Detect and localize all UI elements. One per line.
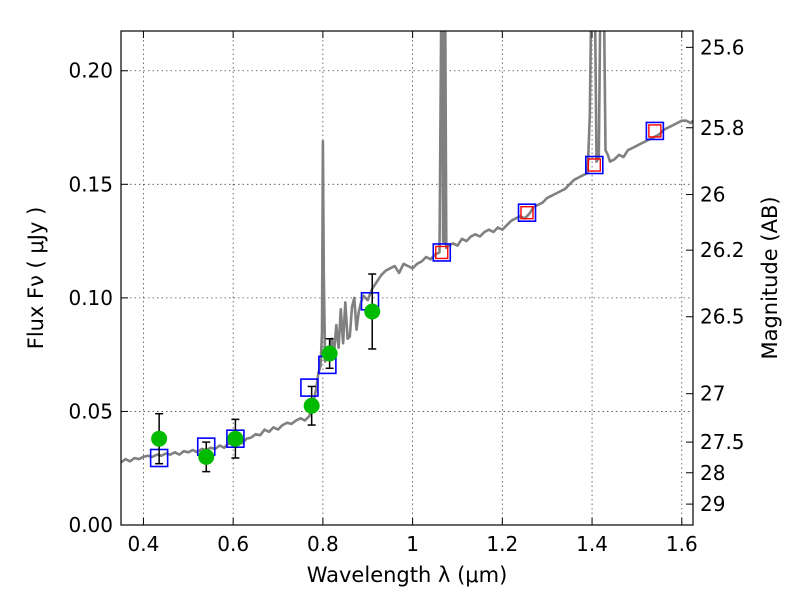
x-tick-label: 0.4 xyxy=(128,532,160,556)
x-tick-label: 1.2 xyxy=(486,532,518,556)
right-tick-label: 25.6 xyxy=(700,35,745,59)
model-photometry-point xyxy=(585,155,604,175)
model-photometry-ir-point xyxy=(587,158,602,172)
plot-frame xyxy=(120,30,694,526)
model-photometry-ir-point xyxy=(648,124,662,138)
observed-flux-point xyxy=(303,397,320,414)
observed-flux-point xyxy=(227,430,244,447)
right-tick-label: 25.8 xyxy=(700,116,745,140)
model-photometry-point xyxy=(300,378,319,397)
right-axis-label: Magnitude (AB) xyxy=(758,196,782,359)
right-tick-label: 26.2 xyxy=(700,238,745,262)
y-tick-label: 0.00 xyxy=(68,513,113,537)
right-tick-label: 27.5 xyxy=(700,430,745,454)
model-sed-line xyxy=(121,31,693,464)
y-tick-label: 0.10 xyxy=(68,286,113,310)
x-axis-label: Wavelength λ (μm) xyxy=(307,563,508,587)
observed-flux-point xyxy=(321,345,338,362)
y-tick-label: 0.15 xyxy=(68,172,113,196)
right-tick-label: 26 xyxy=(700,183,725,207)
model-photometry-point xyxy=(432,243,452,262)
y-tick-label: 0.20 xyxy=(68,59,113,83)
model-photometry-point xyxy=(645,121,665,141)
y-axis-label: Flux Fν ( μJy ) xyxy=(24,207,48,350)
model-photometry-ir-point xyxy=(520,206,534,220)
right-tick-label: 28 xyxy=(700,461,725,485)
x-tick-label: 0.6 xyxy=(217,532,249,556)
observed-flux-point xyxy=(151,430,168,447)
x-tick-label: 1 xyxy=(406,532,419,556)
right-tick-label: 29 xyxy=(700,492,725,516)
plot-area xyxy=(121,31,693,473)
x-tick-label: 0.8 xyxy=(307,532,339,556)
observed-flux-point xyxy=(198,448,215,465)
model-photometry-ir-point xyxy=(435,245,449,260)
x-tick-label: 1.6 xyxy=(666,532,698,556)
observed-flux-point xyxy=(364,303,381,320)
model-photometry-point xyxy=(517,203,537,223)
x-tick-label: 1.4 xyxy=(576,532,608,556)
axis-ticks: 0.4 0.6 0.8 1 1.2 1.4 1.6 0.00 0.05 0.10 0.15 0.20 2… xyxy=(68,31,745,556)
right-tick-label: 26.5 xyxy=(700,305,745,329)
y-tick-label: 0.05 xyxy=(68,399,113,423)
right-tick-label: 27 xyxy=(700,382,725,406)
